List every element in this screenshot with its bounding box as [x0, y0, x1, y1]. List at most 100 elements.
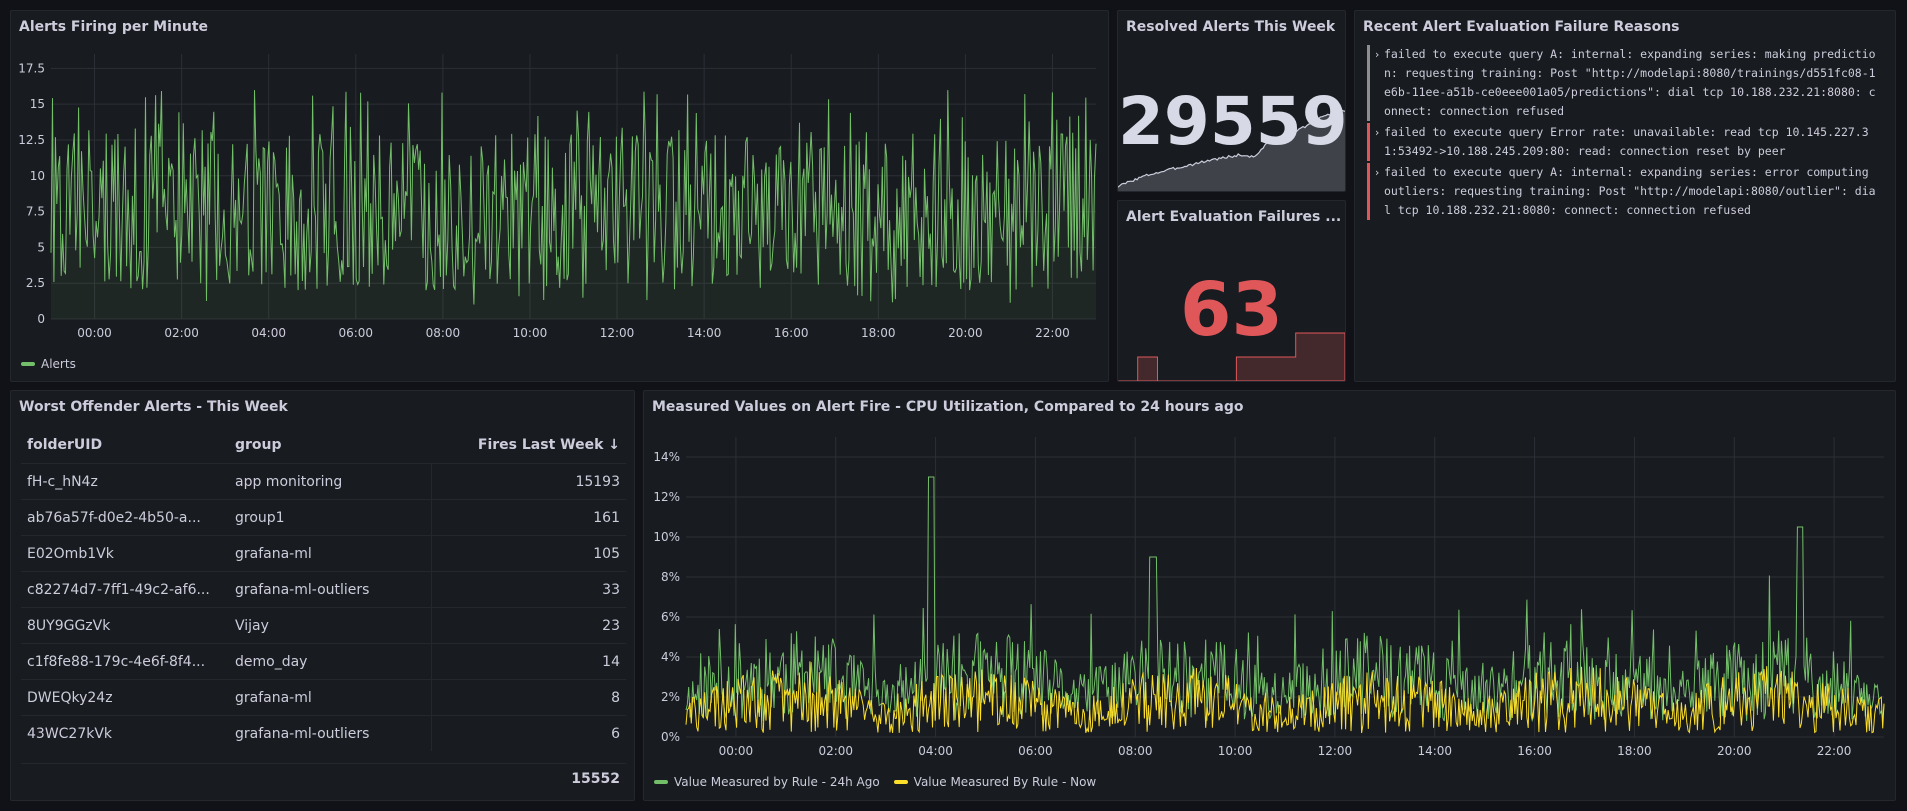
- resolved-alerts-panel: Resolved Alerts This Week 29559: [1117, 10, 1346, 192]
- x-tick-label: 10:00: [513, 326, 548, 340]
- cell-folderuid: c1f8fe88-179c-4e6f-8f4...: [21, 643, 229, 680]
- x-tick-label: 10:00: [1218, 744, 1253, 758]
- cell-fires: 161: [431, 499, 626, 536]
- log-message: failed to execute query Error rate: unav…: [1384, 125, 1869, 158]
- cell-folderuid: DWEQky24z: [21, 679, 229, 716]
- x-tick-label: 14:00: [1417, 744, 1452, 758]
- cell-fires: 6: [431, 715, 626, 751]
- table-row[interactable]: c82274d7-7ff1-49c2-af6... grafana-ml-outl…: [21, 571, 626, 608]
- chevron-right-icon[interactable]: ›: [1373, 126, 1381, 139]
- legend-swatch: [654, 780, 668, 784]
- panel-title[interactable]: Alerts Firing per Minute: [19, 19, 209, 35]
- log-entry[interactable]: › failed to execute query A: internal: e…: [1367, 163, 1885, 220]
- legend-label: Value Measured by Rule - 24h Ago: [674, 775, 880, 789]
- x-tick-label: 00:00: [719, 744, 754, 758]
- y-tick-label: 6%: [661, 610, 680, 624]
- panel-title[interactable]: Recent Alert Evaluation Failure Reasons: [1363, 19, 1680, 35]
- y-tick-label: 10%: [653, 530, 680, 544]
- table-row[interactable]: ab76a57f-d0e2-4b50-a... group1 161: [21, 499, 626, 536]
- log-level-bar: [1367, 163, 1370, 220]
- worst-offenders-panel: Worst Offender Alerts - This Week folder…: [10, 390, 635, 801]
- x-tick-label: 22:00: [1035, 326, 1070, 340]
- log-entry[interactable]: › failed to execute query A: internal: e…: [1367, 45, 1885, 121]
- cell-group: grafana-ml-outliers: [229, 715, 432, 751]
- log-level-bar: [1367, 123, 1370, 161]
- y-tick-label: 0: [37, 312, 45, 326]
- log-list: › failed to execute query A: internal: e…: [1367, 45, 1885, 222]
- cpu-utilization-chart[interactable]: 0% 2% 4% 6% 8% 10% 12% 14% 00:00 02:00 04:00 06:00 0…: [644, 427, 1895, 777]
- table-row[interactable]: fH-c_hN4z app monitoring 15193: [21, 463, 626, 500]
- sparkline-line: [1118, 109, 1345, 188]
- y-tick-label: 8%: [661, 570, 680, 584]
- table-row[interactable]: 43WC27kVk grafana-ml-outliers 6: [21, 715, 626, 751]
- alerts-per-minute-panel: Alerts Firing per Minute 0 2.5 5 7.5 10 12.5 1…: [10, 10, 1109, 382]
- panel-title[interactable]: Worst Offender Alerts - This Week: [19, 399, 288, 415]
- panel-title[interactable]: Alert Evaluation Failures ...: [1126, 209, 1342, 225]
- y-tick-label: 4%: [661, 650, 680, 664]
- table-row[interactable]: E02Omb1Vk grafana-ml 105: [21, 535, 626, 572]
- panel-title[interactable]: Measured Values on Alert Fire - CPU Util…: [652, 399, 1244, 415]
- series-line-now: [685, 661, 1885, 734]
- cell-fires: 105: [431, 535, 626, 572]
- legend-swatch: [893, 780, 908, 784]
- cell-folderuid: fH-c_hN4z: [21, 463, 229, 500]
- log-level-bar: [1367, 45, 1370, 121]
- legend-item-24h-ago[interactable]: Value Measured by Rule - 24h Ago: [654, 775, 880, 789]
- alerts-timeseries-chart[interactable]: 0 2.5 5 7.5 10 12.5 15 17.5 00:00 02:00 04:00 06:00…: [11, 49, 1108, 359]
- table-footer: [21, 763, 626, 794]
- y-tick-label: 7.5: [26, 205, 45, 219]
- legend-item-alerts[interactable]: Alerts: [21, 357, 76, 371]
- log-entry[interactable]: › failed to execute query Error rate: un…: [1367, 123, 1885, 161]
- legend: Value Measured by Rule - 24h Ago Value M…: [654, 775, 1096, 789]
- y-tick-label: 10: [30, 169, 45, 183]
- chevron-right-icon[interactable]: ›: [1373, 166, 1381, 179]
- table-row[interactable]: DWEQky24z grafana-ml 8: [21, 679, 626, 716]
- evaluation-failures-panel: Alert Evaluation Failures ... 63: [1117, 200, 1346, 382]
- table-row[interactable]: c1f8fe88-179c-4e6f-8f4... demo_day 14: [21, 643, 626, 680]
- arrow-down-icon: ↓: [608, 437, 620, 453]
- y-tick-label: 5: [37, 240, 45, 254]
- chevron-right-icon[interactable]: ›: [1373, 48, 1381, 61]
- x-tick-label: 08:00: [1118, 744, 1153, 758]
- legend-swatch: [21, 362, 35, 366]
- x-tick-label: 12:00: [1318, 744, 1353, 758]
- x-tick-label: 14:00: [687, 326, 722, 340]
- x-tick-label: 20:00: [948, 326, 983, 340]
- y-tick-label: 17.5: [18, 61, 45, 75]
- cell-group: grafana-ml: [229, 535, 432, 572]
- cell-group: Vijay: [229, 607, 432, 644]
- series-line-alerts: [50, 90, 1097, 305]
- resolved-value: 29559: [1118, 83, 1346, 160]
- cell-folderuid: c82274d7-7ff1-49c2-af6...: [21, 571, 229, 608]
- x-tick-label: 16:00: [1517, 744, 1552, 758]
- column-header-group[interactable]: group: [229, 427, 431, 464]
- cell-group: app monitoring: [229, 463, 432, 500]
- legend-item-now[interactable]: Value Measured By Rule - Now: [893, 775, 1096, 789]
- cell-fires: 15193: [431, 463, 626, 500]
- resolved-sparkline: [1118, 109, 1345, 191]
- table-footer-total: 15552: [571, 771, 620, 787]
- cell-fires: 8: [431, 679, 626, 716]
- log-message: failed to execute query A: internal: exp…: [1384, 47, 1876, 118]
- column-header-label: group: [235, 437, 282, 453]
- column-header-folderuid[interactable]: folderUID: [21, 427, 229, 464]
- y-tick-label: 12.5: [18, 133, 45, 147]
- x-tick-label: 18:00: [861, 326, 896, 340]
- failure-reasons-panel: Recent Alert Evaluation Failure Reasons …: [1354, 10, 1896, 382]
- column-header-fires[interactable]: Fires Last Week ↓: [431, 427, 626, 464]
- cell-folderuid: 8UY9GGzVk: [21, 607, 229, 644]
- cell-group: demo_day: [229, 643, 432, 680]
- x-tick-label: 08:00: [426, 326, 461, 340]
- x-tick-label: 04:00: [251, 326, 286, 340]
- x-tick-label: 06:00: [1018, 744, 1053, 758]
- failures-step-chart: [1118, 332, 1345, 381]
- panel-title[interactable]: Resolved Alerts This Week: [1126, 19, 1336, 35]
- column-header-label: Fires Last Week: [477, 437, 604, 453]
- cell-group: grafana-ml-outliers: [229, 571, 432, 608]
- cell-folderuid: ab76a57f-d0e2-4b50-a...: [21, 499, 229, 536]
- cell-group: group1: [229, 499, 432, 536]
- table-row[interactable]: 8UY9GGzVk Vijay 23: [21, 607, 626, 644]
- x-tick-label: 02:00: [818, 744, 853, 758]
- table-header-row: folderUID group Fires Last Week ↓: [21, 427, 626, 464]
- cell-group: grafana-ml: [229, 679, 432, 716]
